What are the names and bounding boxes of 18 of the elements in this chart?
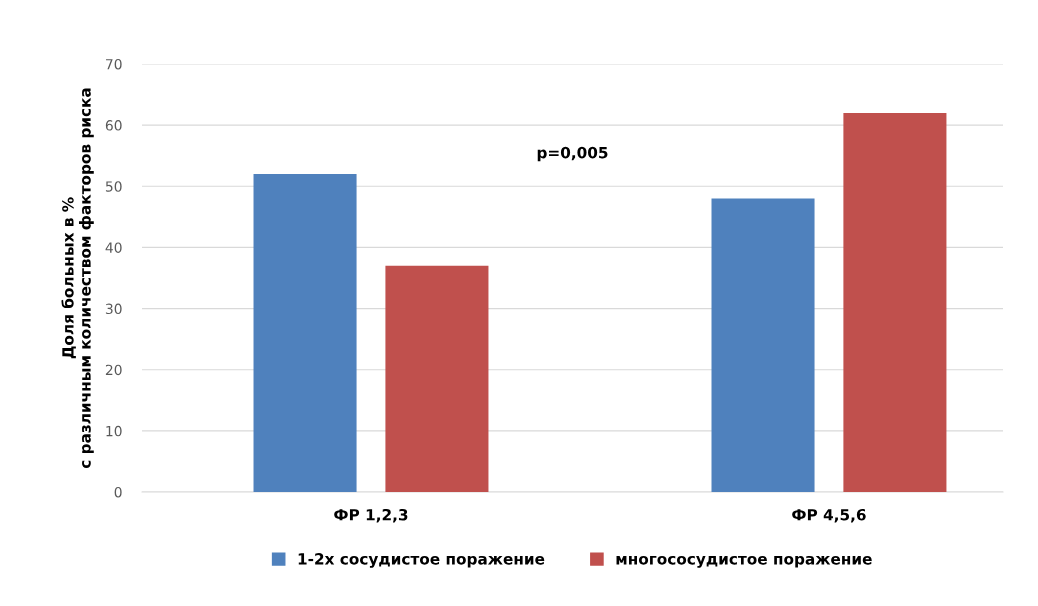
y-tick-label: 10 (106, 425, 122, 437)
legend-label: 1-2х сосудистое поражение (298, 553, 545, 568)
y-tick-label: 40 (105, 242, 122, 253)
y-tick-label: 0 (114, 486, 122, 498)
x-tick-label: ФР 1,2,3 (334, 508, 408, 523)
y-tick-label: 30 (105, 303, 122, 315)
bar (253, 174, 357, 492)
bar (843, 112, 947, 492)
bar (385, 265, 489, 492)
y-tick-label: 50 (105, 181, 122, 192)
legend-label: многососудистое поражение (616, 555, 872, 568)
y-axis-title: Доля больных в % с различным количеством факторов риска (61, 88, 94, 469)
y-tick-label: 20 (105, 364, 122, 376)
bar (711, 198, 815, 492)
y-tick-label: 60 (105, 120, 122, 131)
annotation: p=0,005 (537, 146, 608, 162)
y-tick-label: 70 (106, 58, 122, 70)
x-tick-label: ФР 4,5,6 (792, 508, 866, 523)
